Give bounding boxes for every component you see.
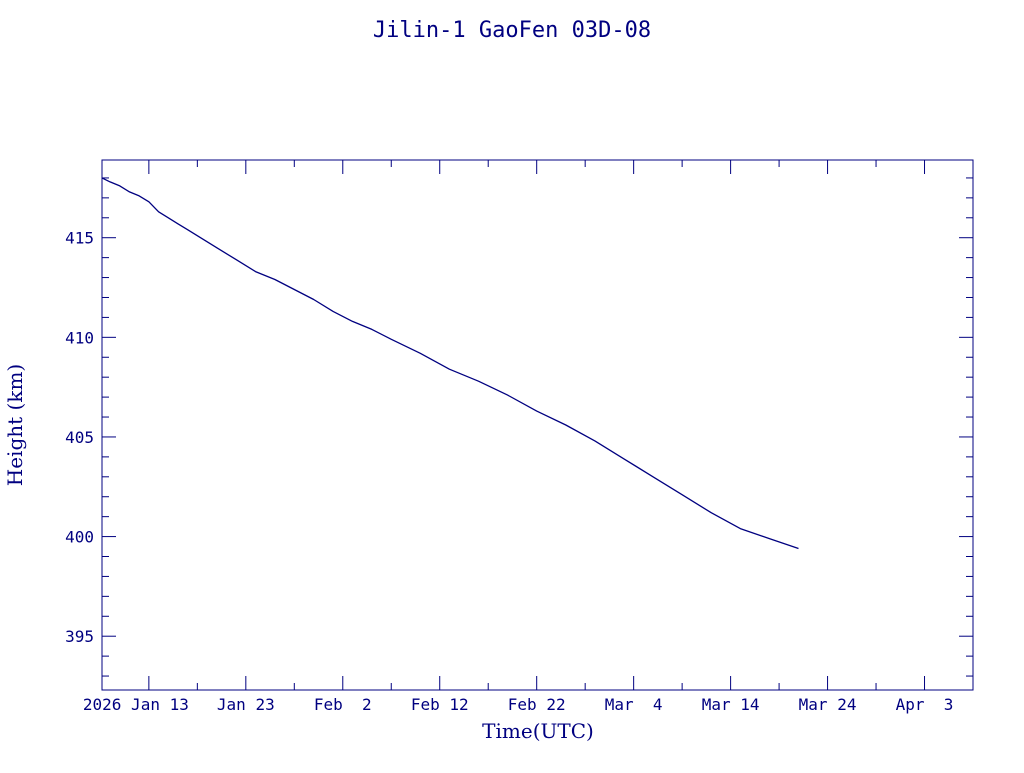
y-tick-label: 410: [65, 328, 94, 347]
x-tick-label: Mar 24: [799, 695, 857, 714]
x-tick-label: Feb 2: [314, 695, 372, 714]
x-tick-label: Apr 3: [896, 695, 954, 714]
y-tick-label: 405: [65, 428, 94, 447]
x-tick-label: 2026 Jan 13: [83, 695, 189, 714]
series-group: [101, 177, 799, 550]
x-tick-label: Mar 4: [605, 695, 663, 714]
y-tick-label: 400: [65, 528, 94, 547]
x-tick-label: Feb 22: [508, 695, 566, 714]
y-ticks: 395 400 405 410 415: [65, 177, 973, 677]
x-axis-title: Time(UTC): [482, 719, 594, 743]
chart-title: Jilin-1 GaoFen 03D-08: [373, 18, 651, 43]
series-line: [101, 177, 799, 550]
y-tick-label: 395: [65, 627, 94, 646]
x-tick-label: Jan 23: [217, 695, 275, 714]
x-tick-label: Mar 14: [702, 695, 760, 714]
y-tick-label: 415: [65, 229, 94, 248]
plot-frame: [101, 159, 974, 691]
y-axis-title: Height (km): [3, 364, 27, 486]
x-ticks: 2026 Jan 13 Jan 23 Feb 2 Feb 12 Feb 22 Mar 4 M…: [83, 160, 974, 714]
x-tick-label: Feb 12: [411, 695, 469, 714]
